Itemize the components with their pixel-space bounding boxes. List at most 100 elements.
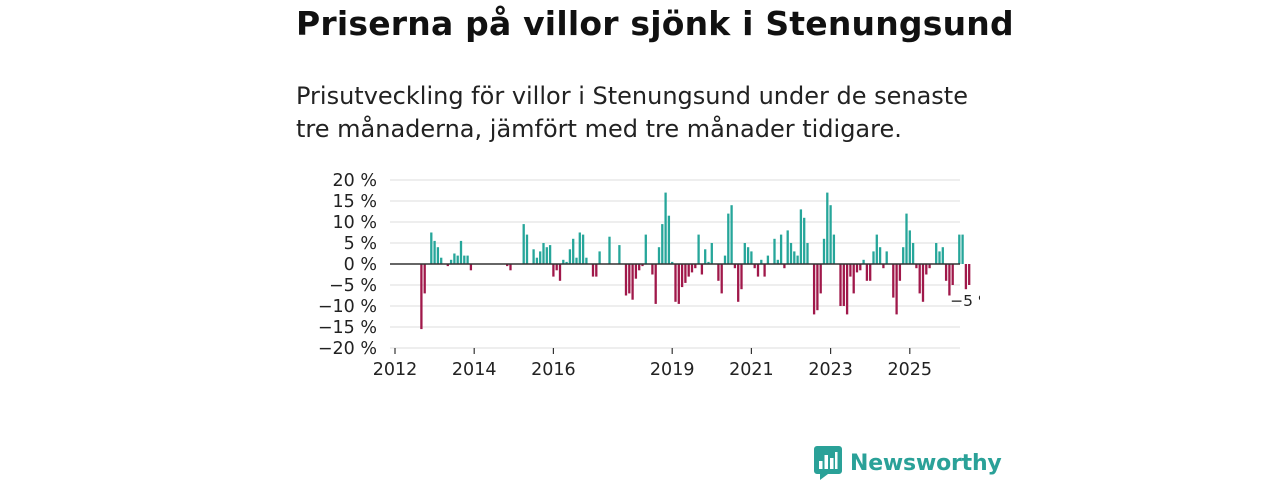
bar <box>641 264 644 267</box>
bar <box>938 251 941 264</box>
bar <box>436 247 440 264</box>
bar <box>522 224 525 264</box>
bar <box>628 264 631 294</box>
bar <box>532 249 535 264</box>
bar <box>677 264 680 304</box>
bar <box>865 264 869 281</box>
bar <box>786 230 789 264</box>
bar <box>710 243 713 264</box>
bar <box>740 264 743 290</box>
bar <box>694 264 697 269</box>
bar <box>961 234 964 264</box>
bar <box>737 264 740 302</box>
bar <box>657 247 661 264</box>
newsworthy-logo-icon <box>814 446 842 480</box>
bar <box>525 234 529 264</box>
annotation-last-value: −5 % <box>950 292 980 310</box>
bar <box>776 259 779 264</box>
bar <box>697 234 700 264</box>
bar <box>855 264 859 273</box>
bar <box>700 264 704 275</box>
y-tick-label: 5 % <box>344 234 377 254</box>
bar <box>552 264 555 277</box>
bar <box>717 264 720 281</box>
bar <box>430 232 433 264</box>
bar <box>671 261 674 264</box>
bar <box>766 255 770 264</box>
bar <box>944 264 948 281</box>
bar <box>760 259 763 264</box>
bar <box>634 264 638 279</box>
bar <box>680 264 684 288</box>
x-tick-label: 2012 <box>373 360 418 380</box>
bar <box>608 236 611 264</box>
x-axis: 2012 2014 2016 2019 2021 2023 2025 <box>373 348 932 380</box>
bar <box>750 251 753 264</box>
bar <box>565 261 568 264</box>
bar <box>506 264 509 267</box>
bar <box>591 264 595 277</box>
y-tick-label: −15 % <box>318 318 377 338</box>
bar <box>469 264 473 271</box>
bar <box>859 264 862 271</box>
bar <box>935 243 938 264</box>
bar-chart: 20 %15 %10 %5 %0 %−5 %−10 %−15 %−20 % 20… <box>318 171 980 380</box>
bar <box>730 205 733 264</box>
bar <box>618 245 621 264</box>
bar <box>466 255 469 264</box>
bar <box>433 240 436 264</box>
bar <box>746 247 750 264</box>
bar <box>684 264 687 283</box>
x-tick-label: 2019 <box>650 360 695 380</box>
x-tick-label: 2021 <box>729 360 774 380</box>
bar <box>578 232 581 264</box>
bar <box>459 240 463 264</box>
bar <box>638 264 641 271</box>
bar <box>921 264 925 302</box>
bar <box>463 255 466 264</box>
bar <box>539 251 542 264</box>
bar <box>509 264 512 271</box>
bar <box>723 255 727 264</box>
bar <box>849 264 852 277</box>
bar <box>568 249 572 264</box>
bar <box>885 251 888 264</box>
x-tick-label: 2025 <box>888 360 933 380</box>
bar <box>918 264 921 294</box>
y-tick-label: 20 % <box>333 171 377 191</box>
bar <box>908 230 911 264</box>
y-tick-label: −10 % <box>318 297 377 317</box>
bar <box>644 234 647 264</box>
bar <box>687 264 690 277</box>
bar <box>829 205 832 264</box>
bar <box>882 264 885 269</box>
bar <box>845 264 849 315</box>
bar <box>806 243 809 264</box>
bar <box>799 209 803 264</box>
bar <box>803 217 806 264</box>
bar <box>872 251 875 264</box>
bar <box>581 234 585 264</box>
bar <box>842 264 845 306</box>
bar <box>898 264 902 281</box>
bar <box>878 247 882 264</box>
y-tick-label: −5 % <box>329 276 377 296</box>
annotations: −5 % <box>950 292 980 310</box>
bar <box>631 264 634 300</box>
bar <box>440 257 443 264</box>
bar <box>743 243 746 264</box>
y-tick-label: 10 % <box>333 213 377 233</box>
bar <box>661 224 664 264</box>
bar <box>789 243 793 264</box>
y-tick-label: −20 % <box>318 339 377 359</box>
x-tick-label: 2014 <box>452 360 497 380</box>
bar <box>720 264 723 294</box>
bar <box>575 257 578 264</box>
bar <box>733 264 737 269</box>
bar <box>651 264 654 275</box>
bar <box>624 264 628 296</box>
bar <box>826 192 829 264</box>
bar <box>453 253 456 264</box>
bar <box>819 264 822 294</box>
bar <box>862 259 865 264</box>
